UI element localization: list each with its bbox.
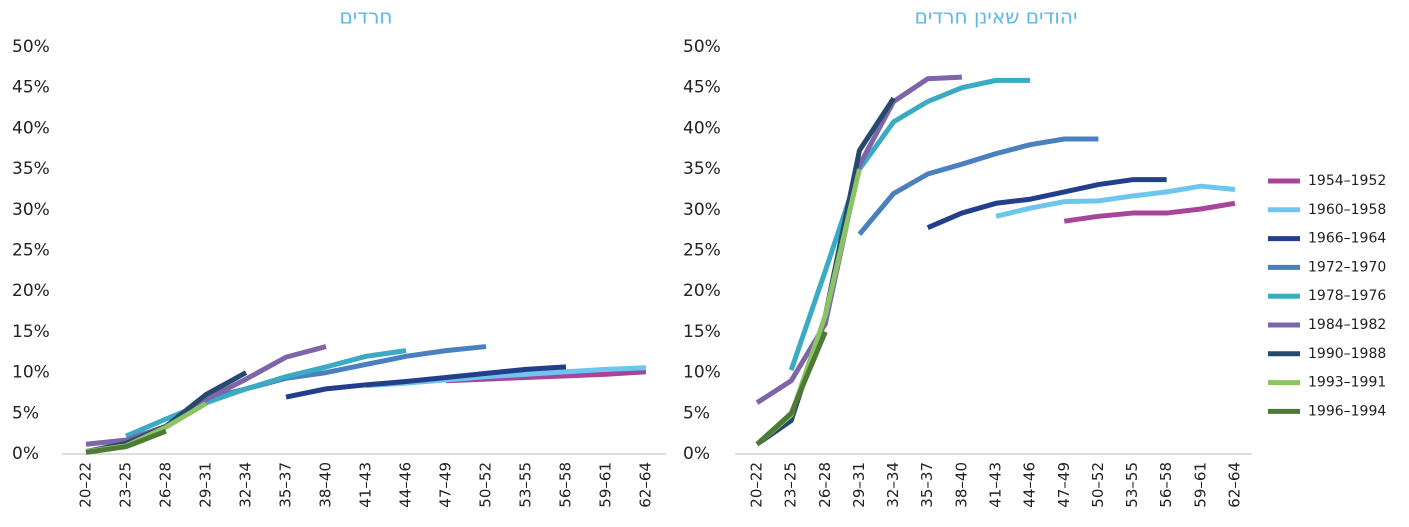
y-tick-label: 10% bbox=[12, 363, 50, 383]
y-tick-label: 25% bbox=[12, 241, 50, 261]
series-line bbox=[85, 344, 327, 447]
series-line bbox=[788, 77, 1031, 371]
x-tick-label: 56–58 bbox=[1157, 462, 1175, 508]
series-line bbox=[285, 364, 567, 400]
x-tick-label: 41–43 bbox=[357, 462, 375, 508]
y-tick-label: 40% bbox=[12, 118, 50, 138]
x-tick-label: 47–49 bbox=[437, 462, 455, 508]
y-tick-label: 15% bbox=[683, 322, 721, 342]
x-tick-label: 62–64 bbox=[637, 462, 655, 508]
x-tick-label: 53–55 bbox=[1123, 462, 1141, 508]
x-tick-label: 41–43 bbox=[987, 462, 1005, 508]
x-tick-label: 32–34 bbox=[237, 462, 255, 508]
x-tick-label: 23–25 bbox=[782, 462, 800, 508]
legend-label: 1978–1976 bbox=[1308, 288, 1386, 304]
y-tick-label: 0% bbox=[683, 444, 710, 464]
x-tick-label: 53–55 bbox=[517, 462, 535, 508]
x-tick-label: 20–22 bbox=[748, 462, 766, 508]
legend-label: 1954–1952 bbox=[1308, 173, 1386, 189]
x-tick-label: 20–22 bbox=[77, 462, 95, 508]
legend-label: 1996–1994 bbox=[1308, 403, 1386, 419]
x-tick-label: 26–28 bbox=[157, 462, 175, 508]
y-tick-label: 10% bbox=[683, 363, 721, 383]
series-line bbox=[995, 183, 1236, 219]
series-line bbox=[85, 428, 167, 455]
y-tick-label: 40% bbox=[683, 118, 721, 138]
x-tick-label: 62–64 bbox=[1225, 462, 1243, 508]
x-tick-label: 50–52 bbox=[1089, 462, 1107, 508]
y-tick-label: 50% bbox=[12, 37, 50, 57]
x-tick-label: 50–52 bbox=[477, 462, 495, 508]
y-tick-label: 30% bbox=[12, 200, 50, 220]
y-tick-label: 20% bbox=[683, 281, 721, 301]
x-tick-label: 59–61 bbox=[1191, 462, 1209, 508]
x-tick-label: 44–46 bbox=[1021, 462, 1039, 508]
y-tick-label: 5% bbox=[683, 403, 710, 423]
y-tick-label: 50% bbox=[683, 37, 721, 57]
x-tick-label: 44–46 bbox=[397, 462, 415, 508]
y-tick-label: 45% bbox=[683, 78, 721, 98]
y-tick-label: 25% bbox=[683, 241, 721, 261]
chart-title: חרדים bbox=[339, 5, 392, 29]
legend-label: 1966–1964 bbox=[1308, 231, 1386, 247]
chart-title: יהודים שאינן חרדים bbox=[915, 5, 1078, 29]
x-tick-label: 56–58 bbox=[557, 462, 575, 508]
x-tick-label: 35–37 bbox=[277, 462, 295, 508]
y-tick-label: 45% bbox=[12, 78, 50, 98]
x-tick-label: 59–61 bbox=[597, 462, 615, 508]
legend-label: 1990–1988 bbox=[1308, 346, 1386, 362]
x-tick-label: 29–31 bbox=[850, 462, 868, 508]
y-tick-label: 30% bbox=[683, 200, 721, 220]
legend-label: 1993–1991 bbox=[1308, 375, 1386, 391]
series-line bbox=[857, 136, 1099, 236]
x-tick-label: 23–25 bbox=[117, 462, 135, 508]
series-line bbox=[926, 177, 1167, 231]
x-tick-label: 26–28 bbox=[816, 462, 834, 508]
x-tick-label: 38–40 bbox=[952, 462, 970, 508]
legend-label: 1960–1958 bbox=[1308, 202, 1386, 218]
series-line bbox=[125, 348, 407, 439]
series-line bbox=[755, 74, 962, 405]
x-tick-label: 29–31 bbox=[197, 462, 215, 508]
series-line bbox=[755, 330, 828, 447]
y-tick-label: 35% bbox=[683, 159, 721, 179]
x-tick-label: 32–34 bbox=[884, 462, 902, 508]
y-tick-label: 20% bbox=[12, 281, 50, 301]
legend-label: 1984–1982 bbox=[1308, 317, 1386, 333]
x-tick-label: 35–37 bbox=[918, 462, 936, 508]
y-tick-label: 5% bbox=[12, 403, 39, 423]
y-tick-label: 15% bbox=[12, 322, 50, 342]
y-tick-label: 35% bbox=[12, 159, 50, 179]
y-tick-label: 0% bbox=[12, 444, 39, 464]
legend-label: 1972–1970 bbox=[1308, 259, 1386, 275]
series-line bbox=[1063, 200, 1236, 224]
x-tick-label: 38–40 bbox=[317, 462, 335, 508]
x-tick-label: 47–49 bbox=[1055, 462, 1073, 508]
